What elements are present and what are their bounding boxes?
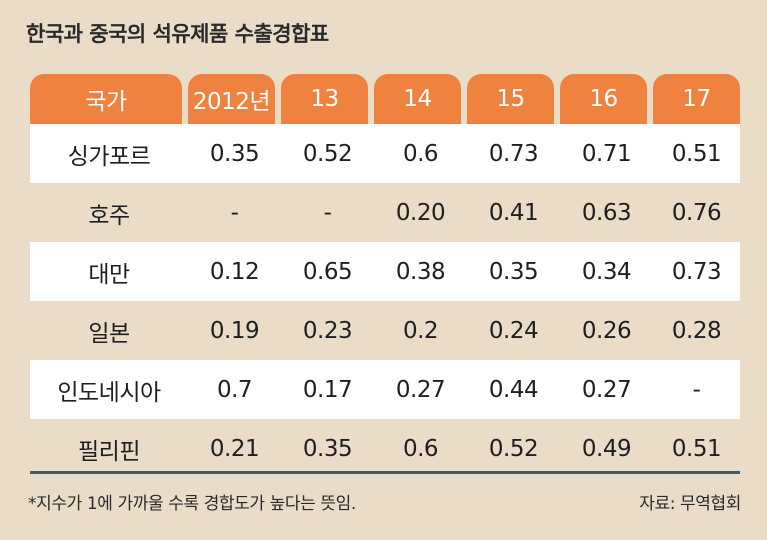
table-row: 호주 - - 0.20 0.41 0.63 0.76 bbox=[30, 183, 740, 242]
table-row: 인도네시아 0.7 0.17 0.27 0.44 0.27 - bbox=[30, 360, 740, 419]
table-cell: 0.35 bbox=[209, 140, 260, 167]
table-cell: 0.12 bbox=[209, 258, 260, 285]
table-cell: 0.28 bbox=[671, 317, 722, 344]
table-cell: 0.34 bbox=[581, 258, 632, 285]
header-country: 국가 bbox=[30, 74, 182, 124]
row-country: 대만 bbox=[88, 261, 130, 288]
table-cell: 0.6 bbox=[402, 140, 439, 167]
table-cell: 0.73 bbox=[488, 140, 539, 167]
table-header-row: 국가 2012년 13 14 15 16 17 bbox=[30, 74, 740, 124]
table-bottom-rule bbox=[30, 471, 740, 474]
table-cell: 0.65 bbox=[302, 258, 353, 285]
table-cell: 0.21 bbox=[209, 435, 260, 462]
header-year-15: 15 bbox=[467, 74, 554, 124]
table-row: 일본 0.19 0.23 0.2 0.24 0.26 0.28 bbox=[30, 301, 740, 360]
table-cell: - bbox=[323, 199, 332, 226]
table-cell: 0.20 bbox=[395, 199, 446, 226]
table-cell: 0.19 bbox=[209, 317, 260, 344]
table-cell: 0.23 bbox=[302, 317, 353, 344]
table-cell: 0.51 bbox=[671, 435, 722, 462]
table-cell: 0.63 bbox=[581, 199, 632, 226]
footnote: *지수가 1에 가까울 수록 경합도가 높다는 뜻임. bbox=[28, 494, 356, 514]
header-year-14: 14 bbox=[374, 74, 461, 124]
header-year-2012: 2012년 bbox=[188, 74, 275, 124]
header-year-13: 13 bbox=[281, 74, 368, 124]
table-cell: 0.52 bbox=[302, 140, 353, 167]
row-country: 필리핀 bbox=[78, 438, 140, 465]
table-cell: 0.24 bbox=[488, 317, 539, 344]
table-cell: 0.71 bbox=[581, 140, 632, 167]
table-cell: 0.6 bbox=[402, 435, 439, 462]
table-cell: 0.41 bbox=[488, 199, 539, 226]
table-cell: 0.38 bbox=[395, 258, 446, 285]
table-cell: 0.73 bbox=[671, 258, 722, 285]
header-year-16: 16 bbox=[560, 74, 647, 124]
table-cell: - bbox=[230, 199, 239, 226]
table-row: 싱가포르 0.35 0.52 0.6 0.73 0.71 0.51 bbox=[30, 124, 740, 183]
table-cell: 0.26 bbox=[581, 317, 632, 344]
table-cell: 0.35 bbox=[302, 435, 353, 462]
table-row: 대만 0.12 0.65 0.38 0.35 0.34 0.73 bbox=[30, 242, 740, 301]
source-credit: 자료: 무역협회 bbox=[639, 494, 741, 514]
table-cell: 0.27 bbox=[581, 376, 632, 403]
table-cell: - bbox=[692, 376, 701, 403]
table-row: 필리핀 0.21 0.35 0.6 0.52 0.49 0.51 bbox=[30, 419, 740, 478]
row-country: 싱가포르 bbox=[67, 143, 151, 170]
table-cell: 0.52 bbox=[488, 435, 539, 462]
table-cell: 0.35 bbox=[488, 258, 539, 285]
table-cell: 0.51 bbox=[671, 140, 722, 167]
export-competition-table: 국가 2012년 13 14 15 16 17 싱가포르 0.35 0.52 0… bbox=[30, 74, 740, 478]
row-country: 인도네시아 bbox=[57, 379, 161, 406]
table-cell: 0.2 bbox=[402, 317, 439, 344]
table-cell: 0.76 bbox=[671, 199, 722, 226]
header-year-17: 17 bbox=[653, 74, 740, 124]
table-cell: 0.27 bbox=[395, 376, 446, 403]
row-country: 호주 bbox=[88, 202, 130, 229]
table-cell: 0.17 bbox=[302, 376, 353, 403]
row-country: 일본 bbox=[88, 320, 130, 347]
table-cell: 0.7 bbox=[216, 376, 253, 403]
table-title: 한국과 중국의 석유제품 수출경합표 bbox=[26, 22, 329, 46]
table-cell: 0.49 bbox=[581, 435, 632, 462]
table-cell: 0.44 bbox=[488, 376, 539, 403]
